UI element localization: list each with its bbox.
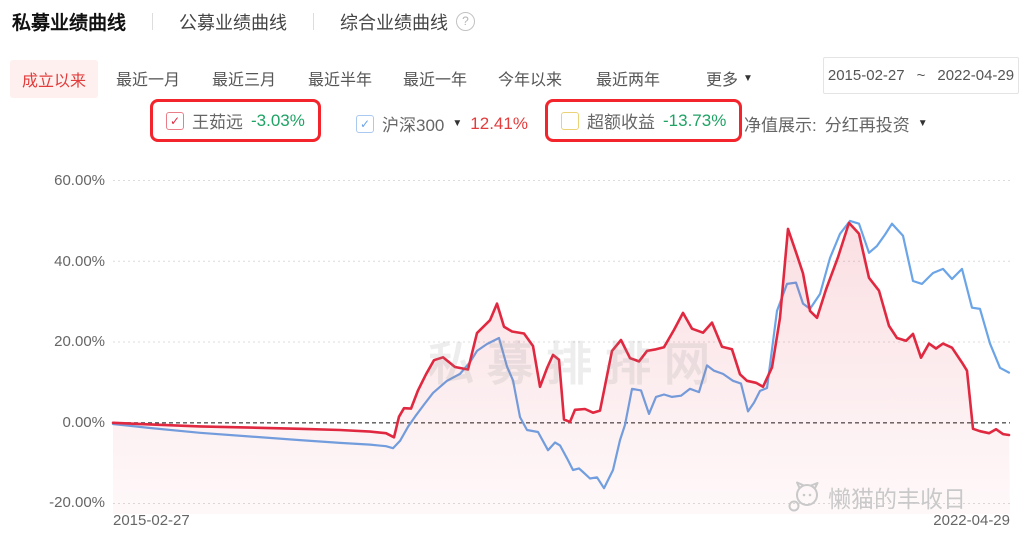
legend-label: 沪深300 (382, 116, 445, 135)
checkbox-checked-red-icon[interactable]: ✓ (166, 111, 184, 130)
y-tick-60: 60.00% (54, 172, 105, 189)
lazy-cat-icon (788, 481, 819, 512)
date-range-picker[interactable]: 2015-02-27 ~ 2022-04-29 (823, 57, 1019, 94)
period-tab-6m[interactable]: 最近半年 (308, 72, 373, 89)
period-tab-more[interactable]: 更多 ▼ (706, 66, 753, 90)
legend-value: 12.41% (470, 113, 528, 133)
period-tab-1m[interactable]: 最近一月 (116, 72, 181, 89)
more-label: 更多 (706, 72, 739, 89)
period-tab-2y[interactable]: 最近两年 (596, 72, 661, 89)
nav-tab-public[interactable]: 公募业绩曲线 (179, 12, 288, 33)
nav-divider (313, 13, 315, 30)
legend-value: -3.03% (251, 110, 305, 130)
channel-watermark-text: 懒猫的丰收日 (828, 486, 966, 512)
checkbox-unchecked-yellow-icon[interactable] (561, 111, 579, 130)
legend-item-wangruyuan[interactable]: ✓ 王茹远 -3.03% (166, 108, 305, 133)
y-tick-neg20: -20.00% (49, 494, 105, 511)
legend-value: -13.73% (663, 110, 727, 130)
help-icon[interactable]: ? (456, 12, 476, 31)
period-tab-3m[interactable]: 最近三月 (212, 72, 277, 89)
legend-label: 超额收益 (587, 113, 655, 132)
top-nav: 私募业绩曲线 公募业绩曲线 综合业绩曲线 ? (12, 8, 476, 35)
legend-item-hs300[interactable]: ✓ 沪深300 ▼ 12.41% (356, 111, 528, 136)
y-tick-0: 0.00% (62, 414, 105, 431)
annotation-box-excess-return: 超额收益 -13.73% (545, 99, 743, 142)
annotation-box-wangruyuan: ✓ 王茹远 -3.03% (150, 99, 321, 142)
nav-tab-composite[interactable]: 综合业绩曲线 (340, 12, 449, 33)
channel-watermark: 懒猫的丰收日 (786, 480, 966, 514)
site-watermark: 私募排排网 (428, 338, 723, 390)
date-start: 2015-02-27 (827, 67, 905, 84)
period-tab-since-inception[interactable]: 成立以来 (10, 60, 99, 98)
display-value: 分红再投资 (824, 116, 910, 135)
y-tick-40: 40.00% (54, 253, 105, 270)
date-tilde: ~ (916, 67, 926, 84)
display-label: 净值展示: (744, 116, 817, 135)
chevron-down-icon[interactable]: ▼ (452, 118, 463, 129)
x-label-end: 2022-04-29 (933, 512, 1010, 529)
legend-item-excess-return[interactable]: 超额收益 -13.73% (561, 108, 726, 133)
chevron-down-icon: ▼ (743, 72, 753, 84)
period-tab-1y[interactable]: 最近一年 (403, 72, 468, 89)
chevron-down-icon: ▼ (917, 118, 928, 129)
period-tab-ytd[interactable]: 今年以来 (498, 72, 563, 89)
x-label-start: 2015-02-27 (113, 512, 190, 529)
nav-divider (152, 13, 154, 30)
nav-display-selector[interactable]: 净值展示: 分红再投资 ▼ (744, 111, 928, 136)
legend-label: 王茹远 (192, 113, 243, 132)
y-tick-20: 20.00% (54, 333, 105, 350)
date-end: 2022-04-29 (937, 67, 1015, 84)
nav-tab-private[interactable]: 私募业绩曲线 (12, 13, 127, 34)
checkbox-checked-blue-icon[interactable]: ✓ (356, 114, 374, 133)
